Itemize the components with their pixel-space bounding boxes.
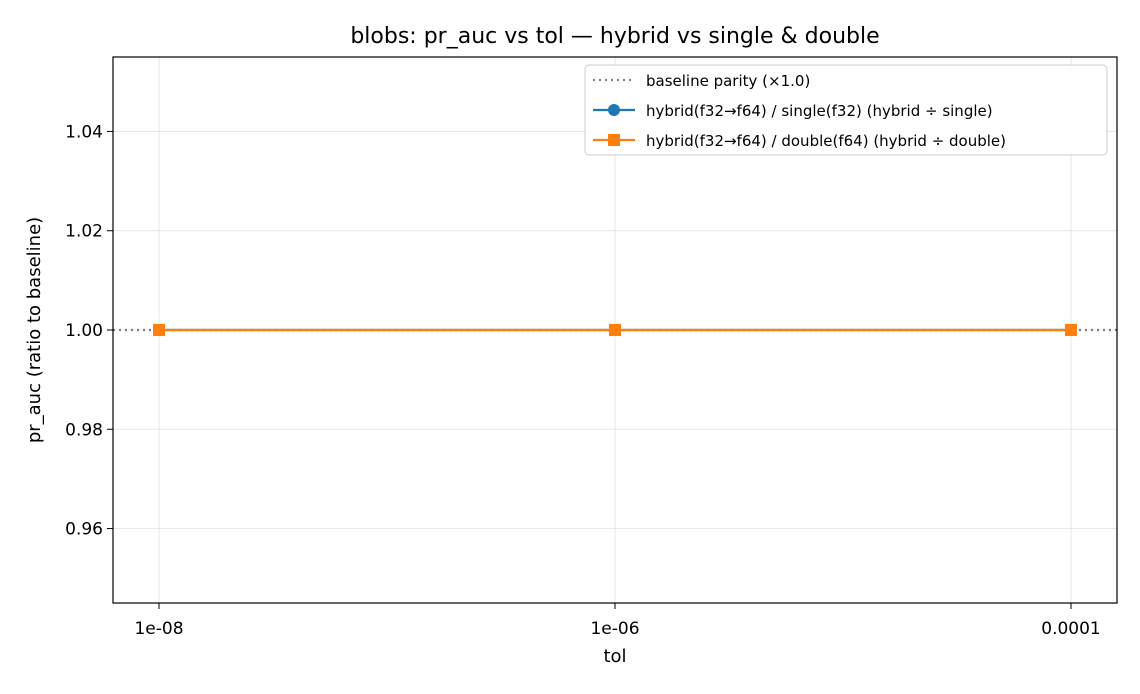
y-tick-label: 1.00 [65,321,103,341]
x-tick-label: 1e-06 [590,619,639,639]
y-tick-label: 0.96 [65,520,103,540]
y-ticks: 0.96 0.98 1.00 1.02 1.04 [65,122,113,540]
legend-baseline-label: baseline parity (×1.0) [646,72,810,90]
legend-series-2-label: hybrid(f32→f64) / double(f64) (hybrid ÷ … [646,132,1006,150]
legend-series-2-marker [608,134,620,146]
legend-series-1-marker [608,104,620,116]
series-layer [153,324,1077,336]
x-tick-label: 1e-08 [134,619,183,639]
y-tick-label: 1.04 [65,122,103,142]
y-axis-label: pr_auc (ratio to baseline) [24,217,45,443]
chart-title: blobs: pr_auc vs tol — hybrid vs single … [350,24,879,49]
legend: baseline parity (×1.0) hybrid(f32→f64) /… [584,64,1108,156]
series-2-point [609,324,621,336]
x-ticks: 1e-08 1e-06 0.0001 [134,603,1101,639]
series-2-point [1065,324,1077,336]
y-tick-label: 1.02 [65,222,103,242]
x-tick-label: 0.0001 [1041,619,1100,639]
legend-series-1-label: hybrid(f32→f64) / single(f32) (hybrid ÷ … [646,102,993,120]
series-2-point [153,324,165,336]
y-tick-label: 0.98 [65,420,103,440]
legend-box [584,64,1108,156]
x-axis-label: tol [603,646,626,667]
